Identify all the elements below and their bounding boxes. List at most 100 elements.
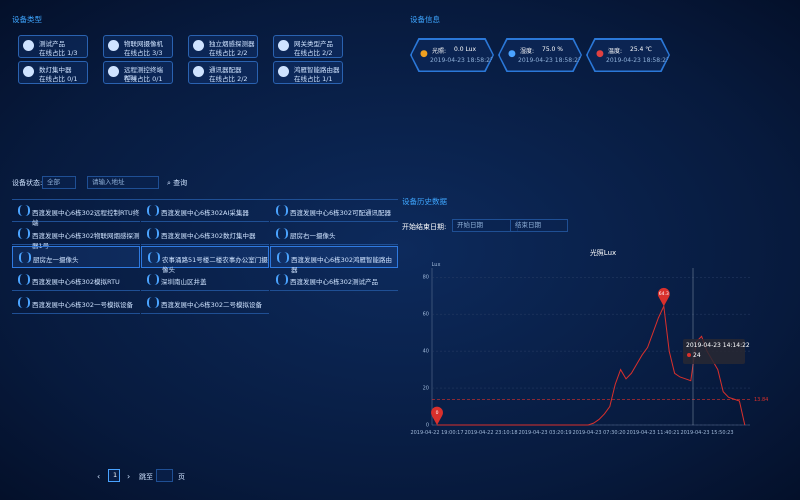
type-card[interactable]: 远程测控终端RTU 在线占比 0/1 bbox=[103, 61, 173, 84]
type-icon bbox=[23, 40, 34, 51]
type-icon bbox=[193, 66, 204, 77]
type-card[interactable]: 通讯器配器 在线占比 2/2 bbox=[188, 61, 258, 84]
x-tick-label: 2019-04-23 03:20:19 bbox=[518, 430, 571, 436]
y-tick-label: 80 bbox=[423, 275, 429, 281]
info-label: 光照: bbox=[432, 48, 447, 55]
date-label: 开始结束日期: bbox=[402, 223, 447, 231]
device-icon bbox=[147, 274, 159, 285]
type-card[interactable]: 鸿雁智能路由器 在线占比 1/1 bbox=[273, 61, 343, 84]
info-bg bbox=[411, 39, 493, 71]
type-icon bbox=[108, 66, 119, 77]
x-tick-label: 2019-04-23 07:30:20 bbox=[572, 430, 625, 436]
info-card: ● 温度: 25.4 ℃ 2019-04-23 18:58:23 bbox=[586, 38, 670, 72]
section-title: 设备历史数据 bbox=[402, 197, 447, 206]
type-icon bbox=[278, 66, 289, 77]
x-tick-label: 2019-04-22 23:10:18 bbox=[464, 430, 517, 436]
type-card[interactable]: 独立烟感探测器 在线占比 2/2 bbox=[188, 35, 258, 58]
type-name: 网关类型产品 bbox=[294, 40, 333, 48]
type-card[interactable]: 物联网摄像机 在线占比 3/3 bbox=[103, 35, 173, 58]
device-icon bbox=[147, 297, 159, 308]
jump-label: 跳至 bbox=[139, 473, 153, 481]
device-icon bbox=[18, 297, 30, 308]
device-item[interactable]: 西渡发展中心6栋302数灯集中器 bbox=[141, 223, 269, 245]
device-icon bbox=[18, 205, 30, 216]
x-tick-label: 2019-04-23 15:50:23 bbox=[680, 430, 733, 436]
type-icon bbox=[193, 40, 204, 51]
end-date[interactable]: 结束日期 bbox=[510, 219, 568, 232]
page-number[interactable]: 1 bbox=[108, 469, 120, 482]
info-value: 25.4 ℃ bbox=[630, 46, 653, 53]
device-item[interactable]: 深圳南山区井盖 bbox=[141, 269, 269, 291]
device-item[interactable]: 厨房右一摄像头 bbox=[270, 223, 398, 245]
device-name: 厨房右一摄像头 bbox=[290, 232, 336, 240]
device-icon bbox=[18, 274, 30, 285]
start-date[interactable]: 开始日期 bbox=[452, 219, 518, 232]
type-name: 通讯器配器 bbox=[209, 66, 242, 74]
type-name: 独立烟感探测器 bbox=[209, 40, 255, 48]
prev-page[interactable]: ‹ bbox=[97, 472, 101, 481]
tooltip-box bbox=[683, 339, 745, 364]
type-status: 在线占比 1/3 bbox=[39, 49, 78, 57]
device-icon bbox=[19, 252, 31, 263]
device-item[interactable]: 西渡发展中心6栋302模拟RTU bbox=[12, 269, 140, 291]
device-name: 西渡发展中心6栋302鸿雁智能路由器 bbox=[291, 256, 393, 274]
device-item[interactable]: 西渡发展中心6栋302远程控制RTU终端 bbox=[12, 200, 140, 227]
info-icon: ● bbox=[596, 49, 604, 59]
type-icon bbox=[23, 66, 34, 77]
x-tick-label: 2019-04-22 19:00:17 bbox=[410, 430, 463, 436]
type-status: 在线占比 3/3 bbox=[124, 49, 163, 57]
type-icon bbox=[108, 40, 119, 51]
device-item[interactable]: 西渡发展中心6栋302可配通讯配器 bbox=[270, 200, 398, 222]
status-select[interactable]: 全部 bbox=[42, 176, 76, 189]
type-name: 物联网摄像机 bbox=[124, 40, 163, 48]
device-icon bbox=[148, 252, 160, 263]
section-title: 设备类型 bbox=[12, 15, 42, 24]
mark-pin bbox=[431, 406, 444, 425]
mark-label: 64.3 bbox=[659, 291, 669, 297]
type-status: 在线占比 1/1 bbox=[294, 75, 333, 83]
device-name: 厨房左一摄像头 bbox=[33, 256, 79, 264]
address-input[interactable]: 请输入地址 bbox=[87, 176, 159, 189]
device-item[interactable]: 西渡发展中心6栋302二号模拟设备 bbox=[141, 292, 269, 314]
info-time: 2019-04-23 18:58:23 bbox=[518, 57, 582, 64]
device-name: 农事涌路51号楼二楼农事办公室门摄像头 bbox=[162, 256, 268, 274]
info-icon: ● bbox=[508, 49, 516, 59]
filter-label: 设备状态: bbox=[12, 179, 43, 187]
device-item[interactable]: 西渡发展中心6栋302一号模拟设备 bbox=[12, 292, 140, 314]
device-icon bbox=[277, 252, 289, 263]
y-tick-label: 60 bbox=[423, 312, 429, 318]
jump-input[interactable] bbox=[156, 469, 173, 482]
type-card[interactable]: 网关类型产品 在线占比 2/2 bbox=[273, 35, 343, 58]
type-status: 在线占比 0/1 bbox=[124, 75, 163, 83]
device-item[interactable]: 西渡发展中心6栋302测试产品 bbox=[270, 269, 398, 291]
device-item[interactable]: 农事涌路51号楼二楼农事办公室门摄像头 bbox=[141, 246, 269, 274]
query-text: 查询 bbox=[173, 179, 188, 187]
info-label: 湿度: bbox=[520, 48, 535, 55]
y-axis-label: Lux bbox=[432, 262, 441, 268]
type-name: 测试产品 bbox=[39, 40, 65, 48]
device-item[interactable]: 西渡发展中心6栋302AI采集器 bbox=[141, 200, 269, 222]
info-card: ● 湿度: 75.0 % 2019-04-23 18:58:23 bbox=[498, 38, 582, 72]
device-icon bbox=[276, 274, 288, 285]
y-tick-label: 40 bbox=[423, 349, 429, 355]
type-status: 在线占比 2/2 bbox=[294, 49, 333, 57]
tooltip-value: 24 bbox=[693, 352, 701, 359]
device-item[interactable]: 厨房左一摄像头 bbox=[12, 246, 140, 268]
device-item[interactable]: 西渡发展中心6栋302鸿雁智能路由器 bbox=[270, 246, 398, 274]
type-name: 数灯集中器 bbox=[39, 66, 72, 74]
device-icon bbox=[276, 228, 288, 239]
chart-title: 光照Lux bbox=[590, 248, 616, 257]
mark-label: 0 bbox=[436, 410, 439, 416]
device-icon bbox=[276, 205, 288, 216]
x-tick-label: 2019-04-23 11:40:21 bbox=[626, 430, 679, 436]
query-button[interactable]: ⌕ 查询 bbox=[167, 179, 188, 187]
device-name: 西渡发展中心6栋302远程控制RTU终端 bbox=[32, 209, 140, 227]
type-card[interactable]: 数灯集中器 在线占比 0/1 bbox=[18, 61, 88, 84]
type-card[interactable]: 测试产品 在线占比 1/3 bbox=[18, 35, 88, 58]
info-value: 0.0 Lux bbox=[454, 46, 477, 53]
next-page[interactable]: › bbox=[127, 472, 131, 481]
info-card: ● 光照: 0.0 Lux 2019-04-23 18:58:23 bbox=[410, 38, 494, 72]
y-tick-label: 0 bbox=[426, 423, 429, 429]
